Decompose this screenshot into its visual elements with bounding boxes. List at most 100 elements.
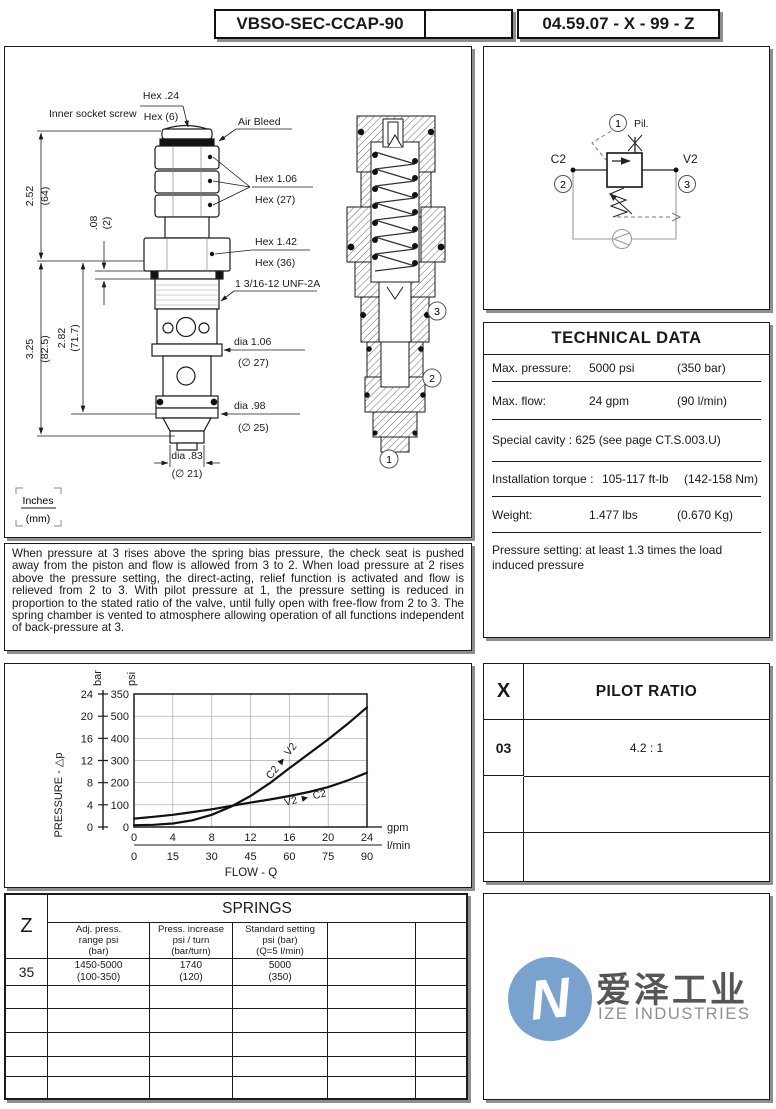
td-value: 5000 psi — [589, 361, 635, 375]
chart-tick-label: 8 — [87, 778, 93, 790]
td-metric: (350 bar) — [677, 361, 726, 375]
relief-valve-symbol — [573, 134, 676, 218]
springs-header-code: Z — [5, 894, 48, 959]
bar-axis-ticks — [98, 693, 108, 828]
dia-nose-mm-label: (∅ 21) — [172, 468, 203, 480]
springs-row-c3: 5000 (350) — [232, 958, 328, 986]
valve-drawing: Inner socket screw Hex .24 Hex (6) Air B… — [15, 90, 447, 527]
springs-col2-line1: Press. increase — [157, 924, 225, 935]
springs-col3-line1: Standard setting — [245, 924, 315, 935]
td-metric: (142-158 Nm) — [684, 472, 759, 486]
springs-c2-line1: 1740 — [179, 960, 203, 971]
springs-empty-row — [5, 1056, 467, 1077]
bar-unit-label: bar — [92, 670, 104, 686]
springs-col5-header-empty — [415, 922, 467, 959]
part-number-box: VBSO-SEC-CCAP-90 — [214, 9, 513, 39]
air-bleed-label: Air Bleed — [238, 116, 281, 128]
td-separator — [492, 461, 761, 462]
chart-tick-label: 20 — [322, 832, 334, 844]
springs-empty-row — [5, 1076, 467, 1099]
td-metric: (90 l/min) — [677, 393, 728, 408]
springs-col1-header: Adj. press. range psi (bar) — [47, 922, 150, 959]
callout-2: 2 — [429, 373, 435, 385]
chart-tick-label: 12 — [244, 832, 256, 844]
section-drawing — [346, 115, 446, 453]
pilot-ratio-value-empty — [524, 777, 769, 833]
chart-tick-label: 200 — [111, 778, 129, 790]
springs-c2-line2: (120) — [179, 972, 203, 983]
schematic-callout-3: 3 — [684, 179, 690, 191]
pilot-ratio-header-label: PILOT RATIO — [524, 664, 769, 721]
valve-outline-shapes — [143, 124, 231, 451]
doc-code-box: 04.59.07 - X - 99 - Z — [517, 9, 720, 39]
hex-top-mm-label: Hex (6) — [144, 111, 178, 123]
technical-data-title: TECHNICAL DATA — [484, 323, 769, 355]
td-label: Weight: — [492, 507, 533, 522]
curve-v2-c2 — [132, 771, 369, 820]
description-panel: When pressure at 3 rises above the sprin… — [4, 543, 472, 651]
schematic-panel: C2 V2 Pil. 1 2 3 — [483, 46, 770, 310]
springs-panel: Z SPRINGS Adj. press. range psi (bar) Pr… — [4, 893, 468, 1100]
bypass-line — [572, 170, 677, 250]
springs-col2-line3: (bar/turn) — [171, 946, 211, 957]
outline-labels: Inner socket screw Hex .24 Hex (6) Air B… — [24, 90, 320, 480]
curve-c2-v2 — [132, 706, 369, 827]
springs-row-code: 35 — [5, 958, 48, 986]
drawing-panel: Inner socket screw Hex .24 Hex (6) Air B… — [4, 46, 472, 538]
logo-circle — [508, 957, 592, 1041]
section-oring-dots — [347, 128, 445, 436]
chart-tick-label: 24 — [361, 832, 373, 844]
dia-body-label: dia 1.06 — [234, 336, 272, 348]
axis-labels: bar psi PRESSURE - △p gpm l/min FLOW - Q — [53, 670, 410, 879]
chart-tick-label: 0 — [131, 832, 137, 844]
chart-tick-label: 0 — [87, 822, 93, 834]
springs-empty-row — [5, 1032, 467, 1057]
chart-tick-label: 16 — [81, 733, 93, 745]
td-row-pressure-setting: Pressure setting: at least 1.3 times the… — [492, 543, 723, 572]
chart-tick-label: 60 — [283, 851, 295, 863]
port-c2-label: C2 — [551, 152, 567, 166]
springs-col3-line2: psi (bar) — [262, 935, 298, 946]
dim-325: 3.25 — [24, 339, 36, 360]
springs-row-c2: 1740 (120) — [149, 958, 233, 986]
chart-tick-label: 0 — [131, 851, 137, 863]
dia-seat-label: dia .98 — [234, 400, 266, 412]
logo-english-name: IZE INDUSTRIES — [598, 1005, 751, 1023]
schematic-labels: C2 V2 Pil. — [551, 118, 698, 166]
td-label: Max. flow: — [492, 393, 547, 408]
springs-col1-line2: range psi — [78, 935, 119, 946]
dia-nose-label: dia .83 — [171, 450, 203, 462]
chart-tick-label: 100 — [111, 800, 129, 812]
hex-callout-dots — [207, 154, 215, 257]
pilot-ratio-code: 03 — [484, 720, 524, 777]
hex-mid-mm-label: Hex (27) — [255, 194, 295, 206]
curve-label-v2-c2: V2 ► C2 — [283, 787, 327, 808]
td-separator — [492, 496, 761, 497]
gpm-unit-label: gpm — [387, 822, 408, 834]
hydraulic-schematic: C2 V2 Pil. 1 2 3 — [551, 114, 698, 250]
dim-64: (64) — [39, 187, 51, 206]
dia-body-mm-label: (∅ 27) — [238, 357, 269, 369]
chart-tick-label: 15 — [167, 851, 179, 863]
chart-tick-label: 4 — [87, 800, 93, 812]
td-value: 24 gpm — [589, 393, 630, 408]
td-row-weight: Weight: 1.477 lbs (0.670 Kg) — [484, 497, 769, 532]
chart-tick-label: 0 — [123, 822, 129, 834]
dim-282: 2.82 — [56, 328, 68, 349]
pilot-ratio-value-empty — [524, 833, 769, 881]
springs-col3-header: Standard setting psi (bar) (Q=5 l/min) — [232, 922, 328, 959]
pilot-label: Pil. — [634, 118, 649, 130]
td-row-max-pressure: Max. pressure: 5000 psi (350 bar) — [484, 355, 769, 381]
chart-tick-label: 75 — [322, 851, 334, 863]
springs-row-c1: 1450-5000 (100-350) — [47, 958, 150, 986]
ize-logo-mark: N — [508, 957, 592, 1041]
pilot-dashed-lines — [591, 130, 672, 218]
springs-data-row: 35 1450-5000 (100-350) 1740 (120) 5000 (… — [5, 958, 467, 986]
td-separator — [492, 532, 761, 533]
springs-c1-line2: (100-350) — [76, 972, 121, 983]
springs-empty-row — [5, 1008, 467, 1033]
springs-col4-header-empty — [327, 922, 416, 959]
td-label: Installation torque : — [492, 472, 594, 486]
td-row-installation-torque: Installation torque : 105-117 ft-lb (142… — [484, 462, 769, 496]
